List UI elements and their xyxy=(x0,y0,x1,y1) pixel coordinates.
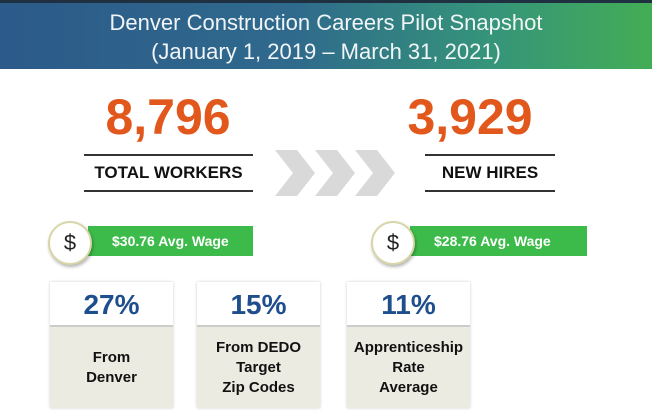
new-hires-value: 3,929 xyxy=(407,89,533,145)
stat-card-apprenticeship: 11% Apprenticeship Rate Average xyxy=(347,282,470,408)
dollar-icon: $ xyxy=(371,221,415,265)
total-workers-label: TOTAL WORKERS xyxy=(84,154,253,192)
chevron-arrows-icon xyxy=(275,150,395,196)
total-workers-value: 8,796 xyxy=(105,89,231,145)
title: Denver Construction Careers Pilot Snapsh… xyxy=(109,10,543,35)
stat-label: From DEDO Target Zip Codes xyxy=(197,327,320,408)
stat-value: 27% xyxy=(50,282,173,327)
date-range: (January 1, 2019 – March 31, 2021) xyxy=(151,39,501,64)
stat-card-denver: 27% From Denver xyxy=(50,282,173,408)
right-avg-wage: $28.76 Avg. Wage xyxy=(410,226,587,256)
new-hires-label: NEW HIRES xyxy=(425,154,555,192)
stat-label: From Denver xyxy=(50,327,173,408)
left-avg-wage: $30.76 Avg. Wage xyxy=(88,226,253,256)
stat-card-dedo: 15% From DEDO Target Zip Codes xyxy=(197,282,320,408)
stat-value: 11% xyxy=(347,282,470,327)
dollar-icon: $ xyxy=(48,221,92,265)
stat-value: 15% xyxy=(197,282,320,327)
title-banner: Denver Construction Careers Pilot Snapsh… xyxy=(0,0,652,69)
stat-label: Apprenticeship Rate Average xyxy=(347,327,470,408)
